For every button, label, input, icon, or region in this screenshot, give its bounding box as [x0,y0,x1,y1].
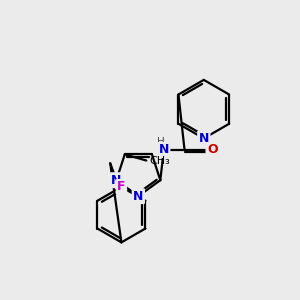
Text: F: F [117,180,126,194]
Text: CH₃: CH₃ [149,155,170,166]
Text: N: N [199,132,209,145]
Text: H: H [157,137,165,147]
Text: N: N [111,174,122,187]
Text: N: N [159,143,169,157]
Text: N: N [133,190,143,203]
Text: O: O [207,143,217,157]
